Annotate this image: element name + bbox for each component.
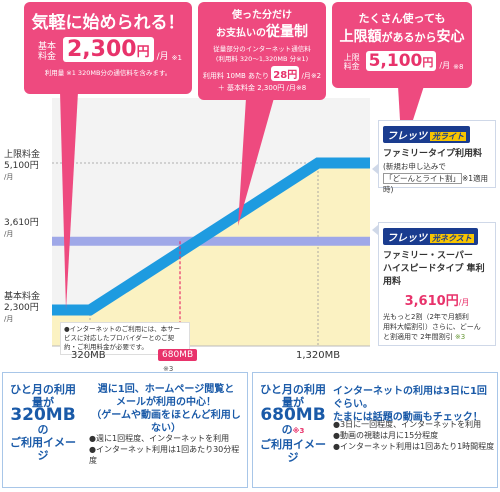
plan-family-card: フレッツ 光ライト ファミリータイプ利用料 (新規お申し込みで 「どーんとライト割…	[378, 120, 496, 194]
price-line	[52, 157, 370, 316]
x-label-680: 680MB	[158, 349, 198, 361]
flets-next-logo: フレッツ 光ネクスト	[383, 228, 478, 245]
x-label-680-mark: ※3	[163, 365, 174, 373]
callout-basic: 気軽に始められる！ 基本料金 2,300円 /月 ※1 利用量 ※1 320MB…	[24, 2, 192, 94]
callout-cap: たくさん使っても 上限額があるから安心 上限料金 5,100円 /月 ※8	[332, 2, 472, 88]
callout-basic-tail	[60, 92, 78, 310]
usage-image-320: ひと月の利用量が 320MBの ご利用イメージ 週に1回、ホームページ閲覧と メ…	[2, 372, 248, 488]
x-label-1320: 1,320MB	[296, 350, 341, 361]
x-label-320: 320MB	[71, 350, 106, 361]
plan-super-pointer	[372, 225, 378, 235]
plan-family-pointer	[372, 164, 378, 174]
y-label-base: 基本料金 2,300円 /月	[4, 292, 41, 323]
y-label-super: 3,610円 /月	[4, 218, 39, 238]
flets-logo: フレッツ 光ライト	[383, 126, 470, 143]
usage-image-680: ひと月の利用量が 680MBの※3 ご利用イメージ インターネットの利用は3日に…	[252, 372, 498, 488]
plan-super-card: フレッツ 光ネクスト ファミリー・スーパー ハイスピードタイプ 隼利用料 3,61…	[378, 222, 496, 346]
y-label-cap: 上限料金 5,100円 /月	[4, 150, 41, 181]
callout-usage-tail	[238, 98, 274, 226]
chart-fill-area	[52, 163, 370, 346]
callout-usage: 使った分だけ お支払いの従量制 従量部分のインターネット通信料 (利用料 320…	[198, 2, 326, 100]
